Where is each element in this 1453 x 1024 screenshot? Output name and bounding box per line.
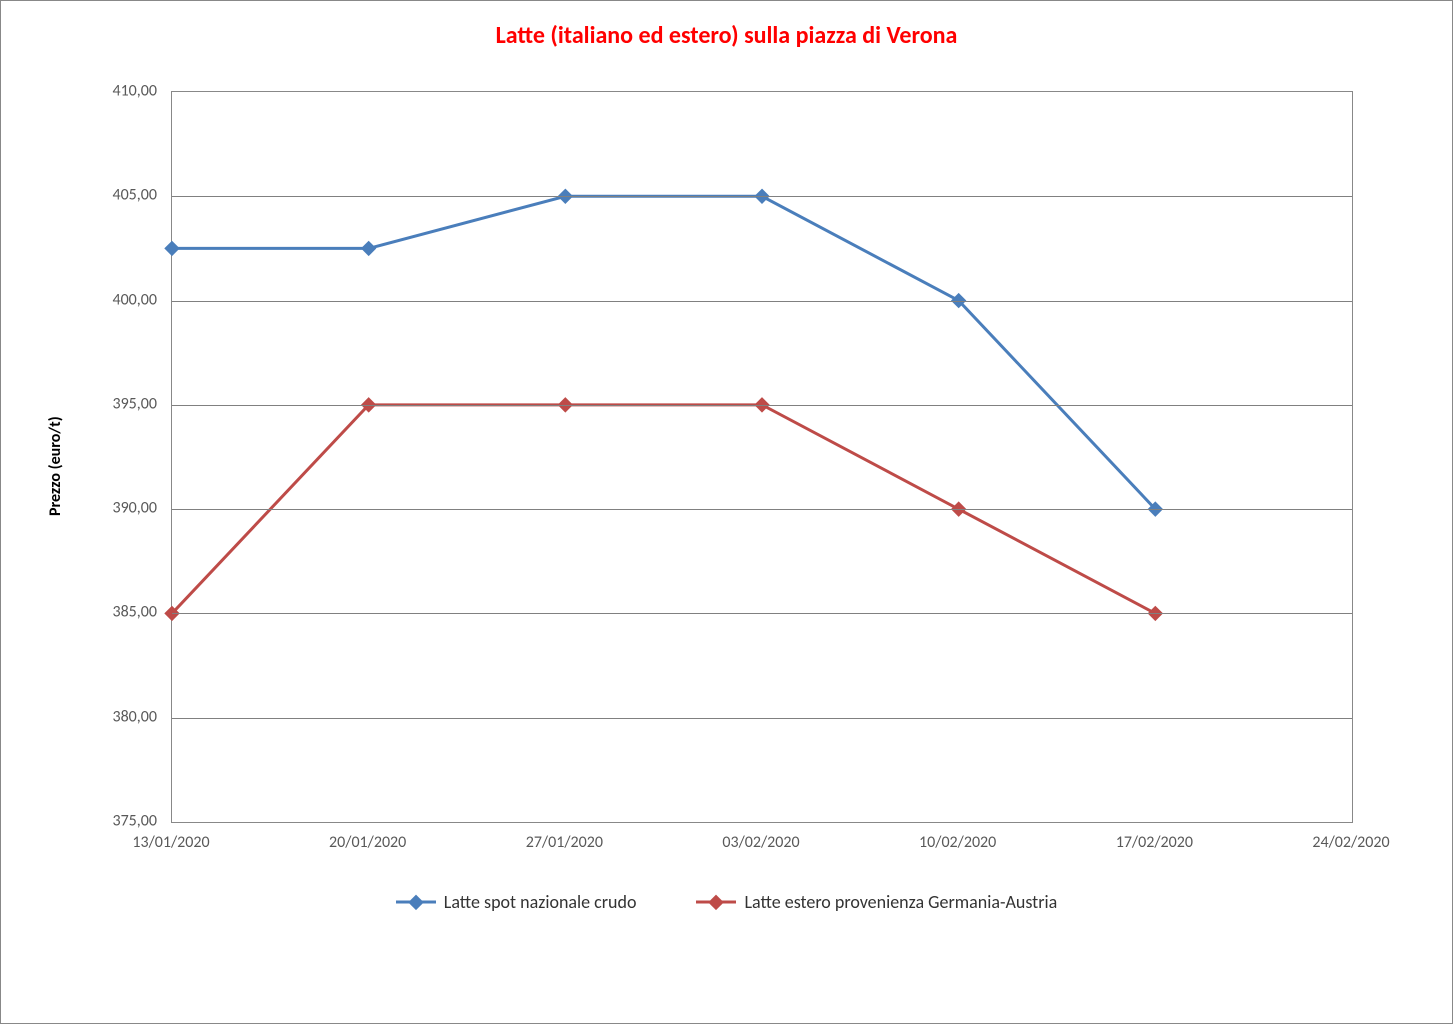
- y-tick-label: 400,00: [1, 290, 157, 309]
- diamond-icon: [408, 895, 423, 910]
- x-tick-label: 10/02/2020: [919, 833, 996, 852]
- y-tick-label: 375,00: [1, 812, 157, 831]
- legend-label: Latte estero provenienza Germania-Austri…: [744, 891, 1057, 913]
- x-tick-label: 20/01/2020: [329, 833, 406, 852]
- diamond-icon: [709, 895, 724, 910]
- x-tick-label: 24/02/2020: [1312, 833, 1389, 852]
- plot-area: [171, 91, 1353, 823]
- legend-label: Latte spot nazionale crudo: [444, 891, 637, 913]
- y-tick-label: 385,00: [1, 603, 157, 622]
- legend-swatch: [696, 892, 736, 912]
- x-tick-label: 27/01/2020: [526, 833, 603, 852]
- gridline: [172, 196, 1352, 197]
- x-tick-label: 03/02/2020: [722, 833, 799, 852]
- gridline: [172, 613, 1352, 614]
- series-line: [172, 196, 1155, 509]
- legend-item: Latte spot nazionale crudo: [396, 891, 637, 913]
- series-marker: [165, 241, 179, 255]
- chart-frame: Latte (italiano ed estero) sulla piazza …: [0, 0, 1453, 1024]
- legend: Latte spot nazionale crudo Latte estero p…: [1, 891, 1452, 913]
- legend-swatch: [396, 892, 436, 912]
- y-tick-label: 410,00: [1, 82, 157, 101]
- series-marker: [362, 241, 376, 255]
- gridline: [172, 301, 1352, 302]
- x-tick-label: 13/01/2020: [132, 833, 209, 852]
- gridline: [172, 405, 1352, 406]
- series-layer: [172, 92, 1352, 822]
- y-tick-label: 380,00: [1, 707, 157, 726]
- y-tick-label: 390,00: [1, 499, 157, 518]
- chart-title: Latte (italiano ed estero) sulla piazza …: [1, 21, 1452, 50]
- y-tick-label: 405,00: [1, 186, 157, 205]
- legend-item: Latte estero provenienza Germania-Austri…: [696, 891, 1057, 913]
- gridline: [172, 509, 1352, 510]
- x-tick-label: 17/02/2020: [1116, 833, 1193, 852]
- gridline: [172, 718, 1352, 719]
- y-tick-label: 395,00: [1, 394, 157, 413]
